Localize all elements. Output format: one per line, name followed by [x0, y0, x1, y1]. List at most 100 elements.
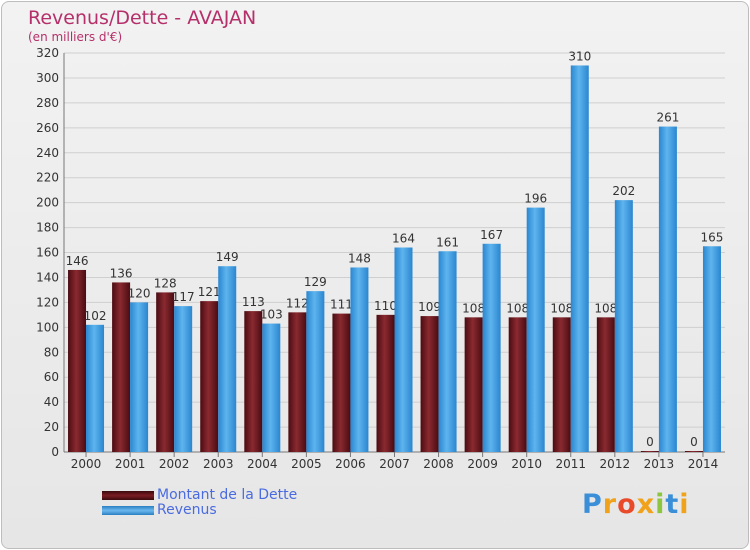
data-label-dette: 108: [462, 301, 485, 315]
data-label-revenus: 202: [612, 184, 635, 198]
bar-dette: [200, 301, 219, 452]
legend-swatch-revenus: [102, 506, 154, 515]
y-tick-label: 260: [36, 121, 59, 135]
data-label-dette: 121: [198, 285, 221, 299]
data-label-revenus: 149: [216, 250, 239, 264]
data-label-dette: 113: [242, 295, 265, 309]
data-label-dette: 108: [594, 301, 617, 315]
data-label-dette: 0: [690, 435, 698, 449]
data-label-dette: 0: [646, 435, 654, 449]
bar-dette: [288, 312, 307, 452]
bar-revenus: [262, 323, 281, 452]
x-tick-label: 2011: [555, 457, 586, 471]
data-label-revenus: 117: [172, 290, 195, 304]
data-label-dette: 110: [374, 299, 397, 313]
x-tick-label: 2014: [688, 457, 719, 471]
x-tick-label: 2010: [511, 457, 542, 471]
x-tick-label: 2006: [335, 457, 366, 471]
bar-dette: [68, 269, 87, 452]
bar-revenus: [218, 266, 237, 452]
legend-label-dette: Montant de la Dette: [157, 487, 298, 503]
bar-revenus: [130, 302, 149, 452]
y-tick-label: 140: [36, 270, 59, 284]
data-label-revenus: 103: [260, 308, 283, 322]
bar-revenus: [702, 246, 721, 452]
data-label-revenus: 310: [568, 49, 591, 63]
x-tick-label: 2002: [159, 457, 190, 471]
data-label-revenus: 129: [304, 275, 327, 289]
bar-dette: [596, 317, 615, 452]
y-tick-label: 180: [36, 221, 59, 235]
bar-dette: [508, 317, 527, 452]
bar-revenus: [174, 306, 193, 452]
bar-revenus: [306, 291, 325, 452]
y-tick-label: 20: [44, 420, 59, 434]
data-label-revenus: 165: [701, 230, 724, 244]
bar-revenus: [658, 126, 677, 453]
chart-subtitle: (en milliers d'€): [28, 30, 123, 44]
x-tick-label: 2012: [600, 457, 631, 471]
y-tick-label: 80: [44, 345, 59, 359]
x-tick-label: 2009: [467, 457, 498, 471]
bar-dette: [156, 292, 175, 452]
bar-revenus: [350, 267, 369, 452]
bar-dette: [244, 311, 263, 452]
y-tick-label: 280: [36, 96, 59, 110]
logo-letter: r: [602, 489, 618, 520]
x-tick-label: 2008: [423, 457, 454, 471]
data-label-dette: 109: [418, 300, 441, 314]
data-label-revenus: 196: [524, 192, 547, 206]
bar-revenus: [570, 65, 589, 452]
data-label-dette: 128: [154, 276, 177, 290]
data-label-dette: 136: [110, 266, 133, 280]
data-label-dette: 111: [330, 298, 353, 312]
x-tick-label: 2005: [291, 457, 322, 471]
y-tick-label: 120: [36, 295, 59, 309]
x-tick-label: 2001: [115, 457, 146, 471]
legend-swatch-dette: [102, 491, 154, 500]
x-tick-label: 2000: [71, 457, 102, 471]
bar-dette: [684, 451, 703, 452]
y-tick-label: 200: [36, 196, 59, 210]
proxiti-logo: Proxiti: [582, 489, 690, 520]
x-tick-label: 2004: [247, 457, 278, 471]
bar-dette: [464, 317, 483, 452]
bar-dette: [420, 316, 439, 452]
data-label-revenus: 102: [84, 309, 107, 323]
logo-letter: x: [636, 489, 656, 520]
data-label-revenus: 148: [348, 251, 371, 265]
y-tick-label: 60: [44, 370, 59, 384]
y-tick-label: 240: [36, 146, 59, 160]
y-tick-label: 40: [44, 395, 59, 409]
bar-dette: [640, 451, 659, 452]
logo-letter: P: [582, 489, 603, 520]
x-tick-label: 2003: [203, 457, 234, 471]
bar-revenus: [482, 243, 501, 452]
data-label-revenus: 167: [480, 228, 503, 242]
y-tick-label: 0: [51, 445, 59, 459]
bar-revenus: [526, 207, 545, 452]
data-label-revenus: 261: [656, 111, 679, 125]
logo-letter: t: [665, 489, 680, 520]
bar-dette: [332, 313, 351, 452]
data-label-dette: 112: [286, 296, 309, 310]
data-label-revenus: 164: [392, 232, 415, 246]
y-tick-label: 220: [36, 171, 59, 185]
data-label-dette: 146: [66, 254, 89, 268]
bar-revenus: [86, 324, 105, 452]
legend-label-revenus: Revenus: [157, 502, 217, 518]
data-label-revenus: 120: [128, 286, 151, 300]
bar-dette: [552, 317, 571, 452]
data-label-revenus: 161: [436, 235, 459, 249]
bar-revenus: [394, 247, 413, 452]
bar-dette: [376, 314, 395, 452]
y-tick-label: 160: [36, 246, 59, 260]
y-tick-label: 320: [36, 46, 59, 60]
bar-revenus: [614, 200, 633, 452]
y-tick-label: 300: [36, 71, 59, 85]
data-label-dette: 108: [506, 301, 529, 315]
logo-letter: i: [655, 489, 666, 520]
x-tick-label: 2007: [379, 457, 410, 471]
